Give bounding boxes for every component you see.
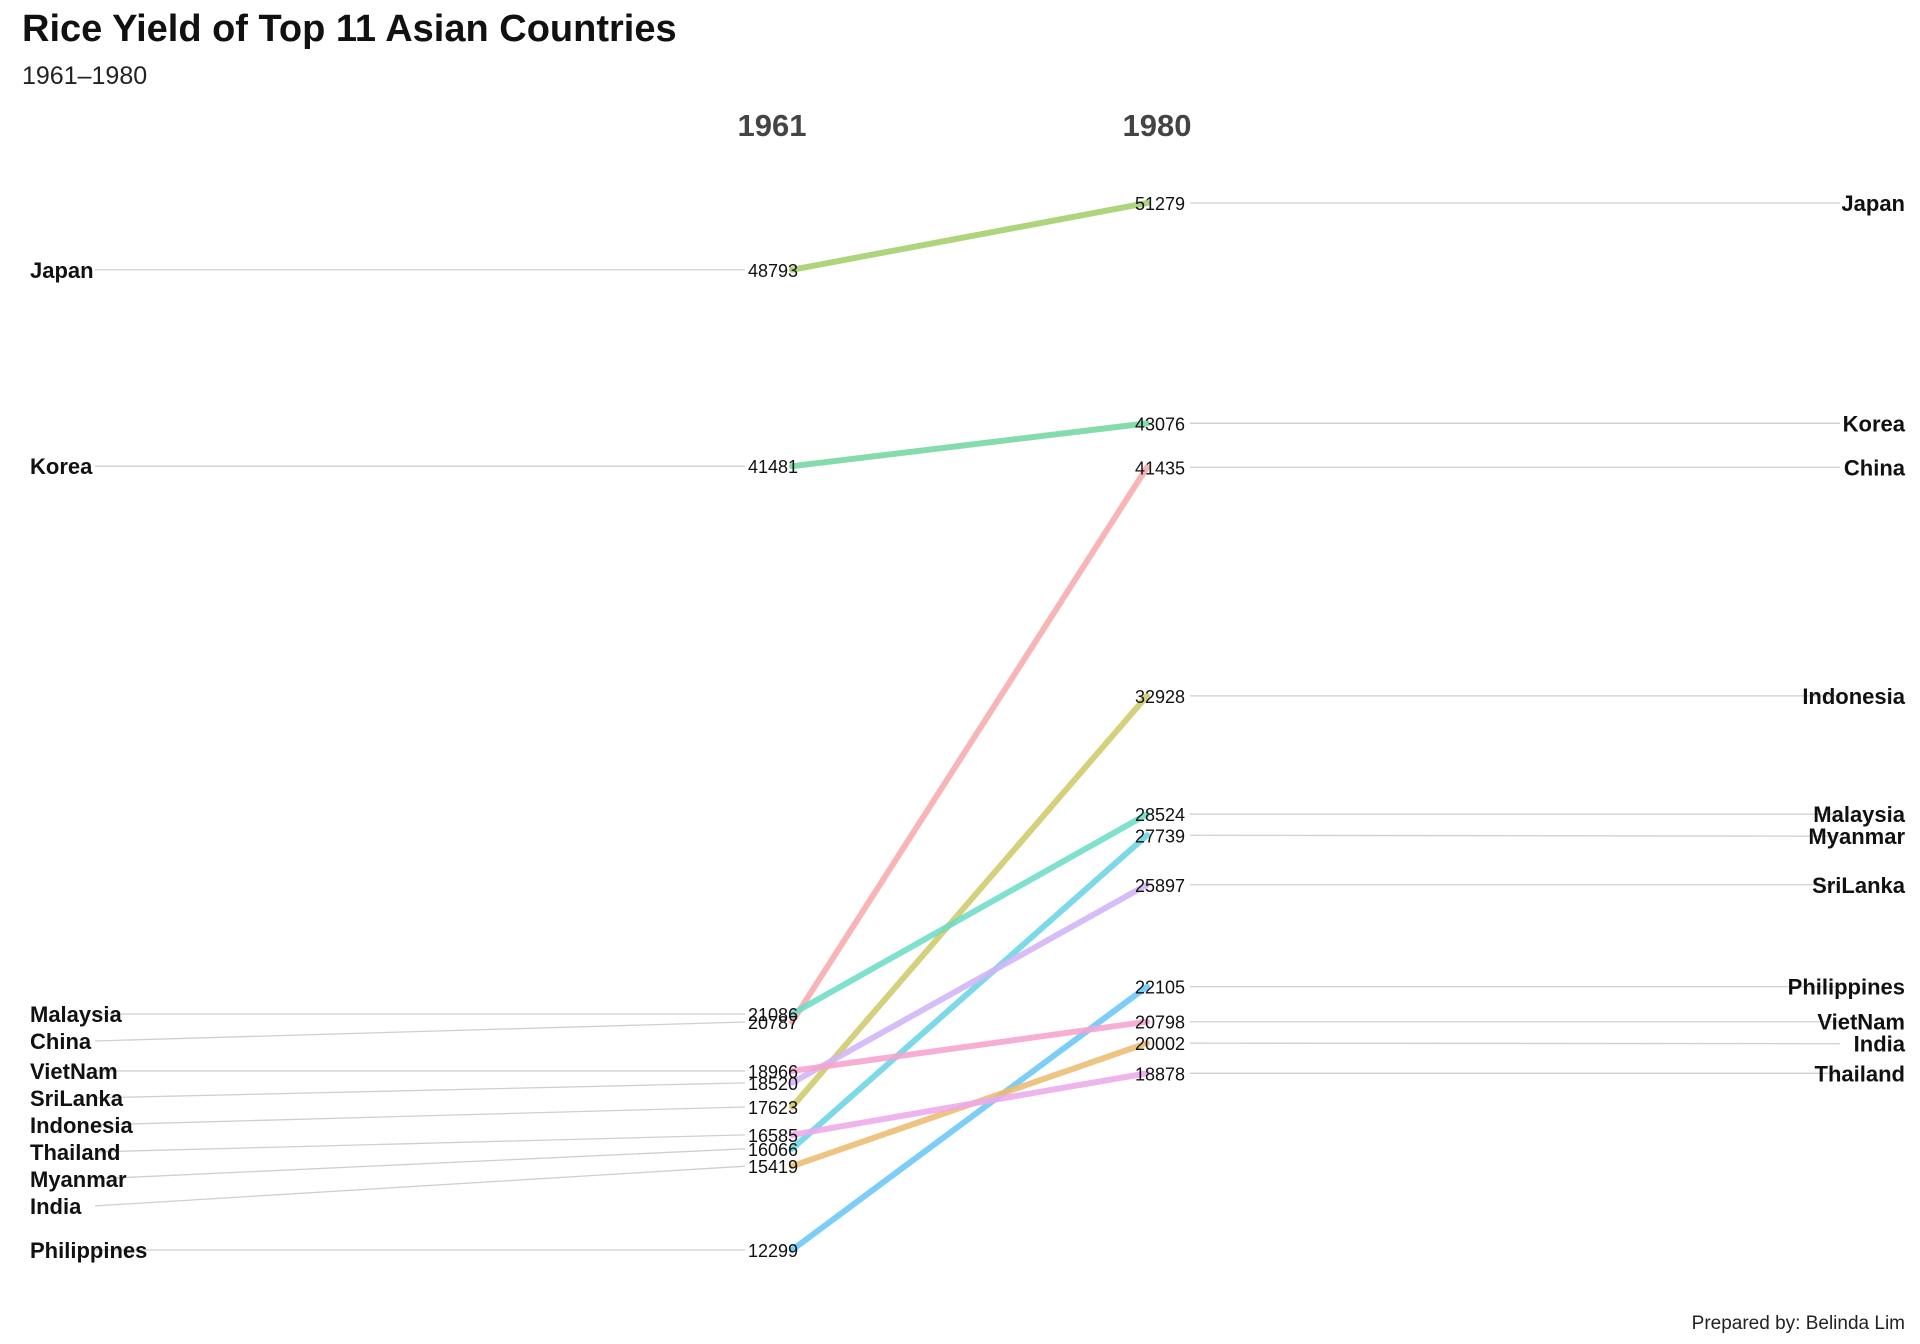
country-label-left-japan: Japan [30, 258, 94, 283]
slope-line-korea [789, 420, 1150, 470]
value-label-1980-indonesia: 32928 [1135, 687, 1185, 707]
value-label-1961-vietnam: 18966 [748, 1062, 798, 1082]
country-label-left-thailand: Thailand [30, 1140, 120, 1165]
chart-labels: 1961 1980 Japan Japan 48793 51279 Korea Korea… [30, 108, 1906, 1263]
country-label-right-srilanka: SriLanka [1812, 873, 1906, 898]
value-label-1961-thailand: 16585 [748, 1126, 798, 1146]
value-label-1980-philippines: 22105 [1135, 978, 1185, 998]
value-label-1980-india: 20002 [1135, 1034, 1185, 1054]
value-label-1961-myanmar: 16066 [748, 1140, 798, 1160]
value-label-1980-myanmar: 27739 [1135, 826, 1185, 846]
country-label-left-myanmar: Myanmar [30, 1167, 127, 1192]
guide-line-left-china [94, 1021, 746, 1042]
value-label-1980-china: 41435 [1135, 458, 1185, 478]
value-label-1961-india: 15419 [748, 1157, 798, 1177]
country-label-left-korea: Korea [30, 454, 93, 479]
country-label-right-myanmar: Myanmar [1808, 824, 1905, 849]
guide-lines [94, 202, 1841, 1251]
value-label-1980-korea: 43076 [1135, 414, 1185, 434]
slope-line-vietnam [789, 1018, 1150, 1074]
slope-line-srilanka [789, 881, 1150, 1086]
guide-line-right-myanmar [1189, 834, 1841, 837]
slope-line-indonesia [789, 692, 1150, 1110]
country-label-right-vietnam: VietNam [1817, 1010, 1905, 1035]
country-label-right-japan: Japan [1841, 191, 1905, 216]
value-label-1961-japan: 48793 [748, 261, 798, 281]
value-label-1980-srilanka: 25897 [1135, 876, 1185, 896]
guide-line-left-srilanka [94, 1082, 746, 1099]
value-label-1961-indonesia: 17623 [748, 1098, 798, 1118]
guide-line-left-indonesia [94, 1106, 746, 1126]
column-header-1980: 1980 [1123, 108, 1192, 143]
country-label-left-china: China [30, 1029, 92, 1054]
slope-line-china [789, 464, 1150, 1026]
guide-line-left-myanmar [94, 1148, 746, 1180]
slope-line-malaysia [789, 811, 1150, 1017]
column-header-1961: 1961 [738, 108, 807, 143]
value-label-1980-thailand: 18878 [1135, 1064, 1185, 1084]
value-label-1980-japan: 51279 [1135, 194, 1185, 214]
guide-line-left-thailand [94, 1134, 746, 1153]
value-label-1980-malaysia: 28524 [1135, 805, 1185, 825]
value-label-1961-srilanka: 18520 [748, 1074, 798, 1094]
slope-lines [789, 200, 1150, 1253]
value-label-1961-china: 20787 [748, 1013, 798, 1033]
slope-line-japan [789, 200, 1150, 273]
chart-subtitle: 1961–1980 [22, 62, 148, 90]
guide-line-right-india [1189, 1042, 1841, 1045]
value-label-1961-korea: 41481 [748, 457, 798, 477]
guide-line-left-india [94, 1165, 746, 1207]
country-label-right-thailand: Thailand [1815, 1061, 1905, 1086]
country-label-left-indonesia: Indonesia [30, 1113, 133, 1138]
value-label-1961-malaysia: 21086 [748, 1005, 798, 1025]
country-label-right-philippines: Philippines [1788, 975, 1905, 1000]
slope-line-myanmar [789, 832, 1150, 1152]
country-label-left-philippines: Philippines [30, 1238, 147, 1263]
chart-title: Rice Yield of Top 11 Asian Countries [22, 8, 677, 50]
country-label-left-srilanka: SriLanka [30, 1086, 124, 1111]
country-label-right-china: China [1844, 455, 1906, 480]
country-label-left-vietnam: VietNam [30, 1059, 118, 1084]
chart-caption: Prepared by: Belinda Lim [1691, 1313, 1905, 1334]
country-label-left-india: India [30, 1194, 82, 1219]
country-label-right-indonesia: Indonesia [1802, 684, 1905, 709]
country-label-left-malaysia: Malaysia [30, 1002, 122, 1027]
country-label-right-india: India [1854, 1032, 1906, 1057]
country-label-right-korea: Korea [1843, 411, 1906, 436]
slope-line-thailand [789, 1070, 1150, 1138]
value-label-1961-philippines: 12299 [748, 1241, 798, 1261]
value-label-1980-vietnam: 20798 [1135, 1013, 1185, 1033]
country-label-right-malaysia: Malaysia [1813, 802, 1905, 827]
